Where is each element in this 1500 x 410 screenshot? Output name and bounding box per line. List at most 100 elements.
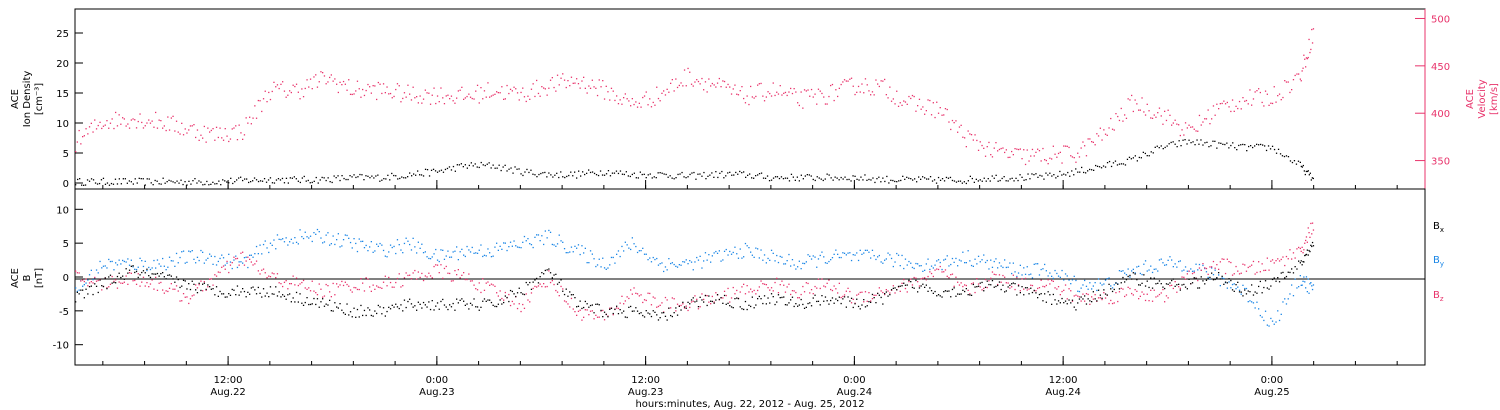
density-point — [448, 166, 451, 168]
density-point — [1065, 174, 1067, 176]
bx-point — [1035, 292, 1037, 294]
by-point — [593, 258, 595, 260]
density-point — [1172, 141, 1174, 143]
by-point — [588, 262, 590, 264]
density-point — [1188, 139, 1190, 141]
velocity-point — [856, 91, 858, 93]
density-point — [1087, 170, 1089, 172]
velocity-point — [1023, 149, 1025, 151]
bz-point — [149, 283, 152, 285]
by-point — [278, 238, 280, 240]
velocity-point — [1171, 124, 1173, 126]
bz-point — [1057, 286, 1060, 288]
by-point — [282, 238, 284, 240]
bz-point — [990, 277, 992, 279]
velocity-point — [791, 92, 794, 95]
density-point — [995, 174, 997, 176]
bx-point — [1292, 272, 1295, 274]
density-point — [1134, 155, 1136, 157]
bz-point — [957, 281, 959, 283]
bz-point — [1197, 279, 1199, 282]
by-point — [645, 253, 647, 255]
bz-point — [1207, 273, 1209, 275]
velocity-point — [541, 86, 543, 88]
density-point — [140, 178, 142, 180]
density-point — [671, 177, 673, 179]
bx-point — [826, 300, 828, 302]
velocity-point — [600, 86, 602, 88]
bz-point — [285, 280, 287, 282]
bz-point — [628, 297, 630, 300]
legend-by: By — [1433, 255, 1444, 268]
density-point — [1244, 144, 1246, 146]
velocity-point — [1252, 98, 1255, 100]
by-point — [1198, 263, 1201, 266]
bx-point — [1162, 286, 1164, 288]
density-point — [118, 178, 120, 180]
bz-point — [518, 303, 520, 305]
velocity-point — [87, 133, 89, 135]
bz-point — [393, 286, 395, 288]
density-point — [860, 176, 862, 178]
velocity-point — [144, 125, 146, 127]
density-point — [906, 176, 908, 178]
by-point — [864, 249, 867, 251]
by-point — [228, 253, 230, 255]
bz-point — [654, 297, 656, 299]
velocity-point — [235, 125, 237, 127]
by-point — [1289, 293, 1291, 295]
by-point — [302, 237, 305, 240]
bz-point — [1221, 258, 1223, 260]
velocity-point — [718, 77, 720, 80]
by-point — [148, 266, 150, 269]
bx-point — [642, 314, 644, 317]
bz-point — [181, 300, 183, 302]
velocity-point — [943, 114, 945, 116]
velocity-point — [168, 129, 171, 131]
bx-point — [130, 265, 132, 267]
bx-point — [405, 306, 407, 309]
bx-point — [563, 293, 566, 296]
velocity-point — [189, 125, 192, 127]
bx-point — [337, 307, 339, 309]
velocity-point — [739, 90, 741, 92]
velocity-point — [873, 94, 875, 96]
velocity-point — [668, 91, 670, 93]
velocity-point — [1298, 73, 1300, 75]
bz-point — [845, 290, 847, 292]
bx-point — [925, 284, 927, 286]
velocity-point — [1237, 107, 1239, 110]
velocity-point — [403, 92, 406, 94]
by-point — [572, 251, 574, 253]
bx-point — [1209, 276, 1211, 279]
bz-point — [1155, 296, 1157, 298]
bx-point — [609, 308, 611, 310]
density-point — [733, 174, 735, 176]
density-point — [1300, 165, 1302, 168]
velocity-point — [122, 117, 124, 119]
bx-point — [478, 309, 480, 311]
bx-point — [1051, 303, 1053, 305]
by-point — [779, 255, 781, 258]
bz-point — [1264, 269, 1267, 271]
by-point — [602, 257, 604, 259]
density-point — [941, 178, 944, 180]
bx-point — [506, 296, 508, 299]
velocity-point — [405, 96, 407, 98]
by-point — [765, 262, 767, 264]
bz-point — [1122, 288, 1124, 290]
by-point — [212, 263, 214, 265]
by-point — [932, 267, 934, 269]
velocity-point — [1164, 110, 1166, 112]
by-point — [939, 261, 941, 264]
by-point — [1299, 275, 1301, 277]
bz-point — [80, 280, 82, 282]
bz-point — [360, 278, 362, 280]
bx-point — [92, 293, 94, 296]
bz-point — [90, 281, 92, 283]
bz-point — [781, 280, 783, 282]
bx-point — [370, 314, 372, 317]
by-point — [784, 263, 787, 265]
by-point — [452, 251, 454, 253]
bz-point — [1171, 284, 1173, 286]
